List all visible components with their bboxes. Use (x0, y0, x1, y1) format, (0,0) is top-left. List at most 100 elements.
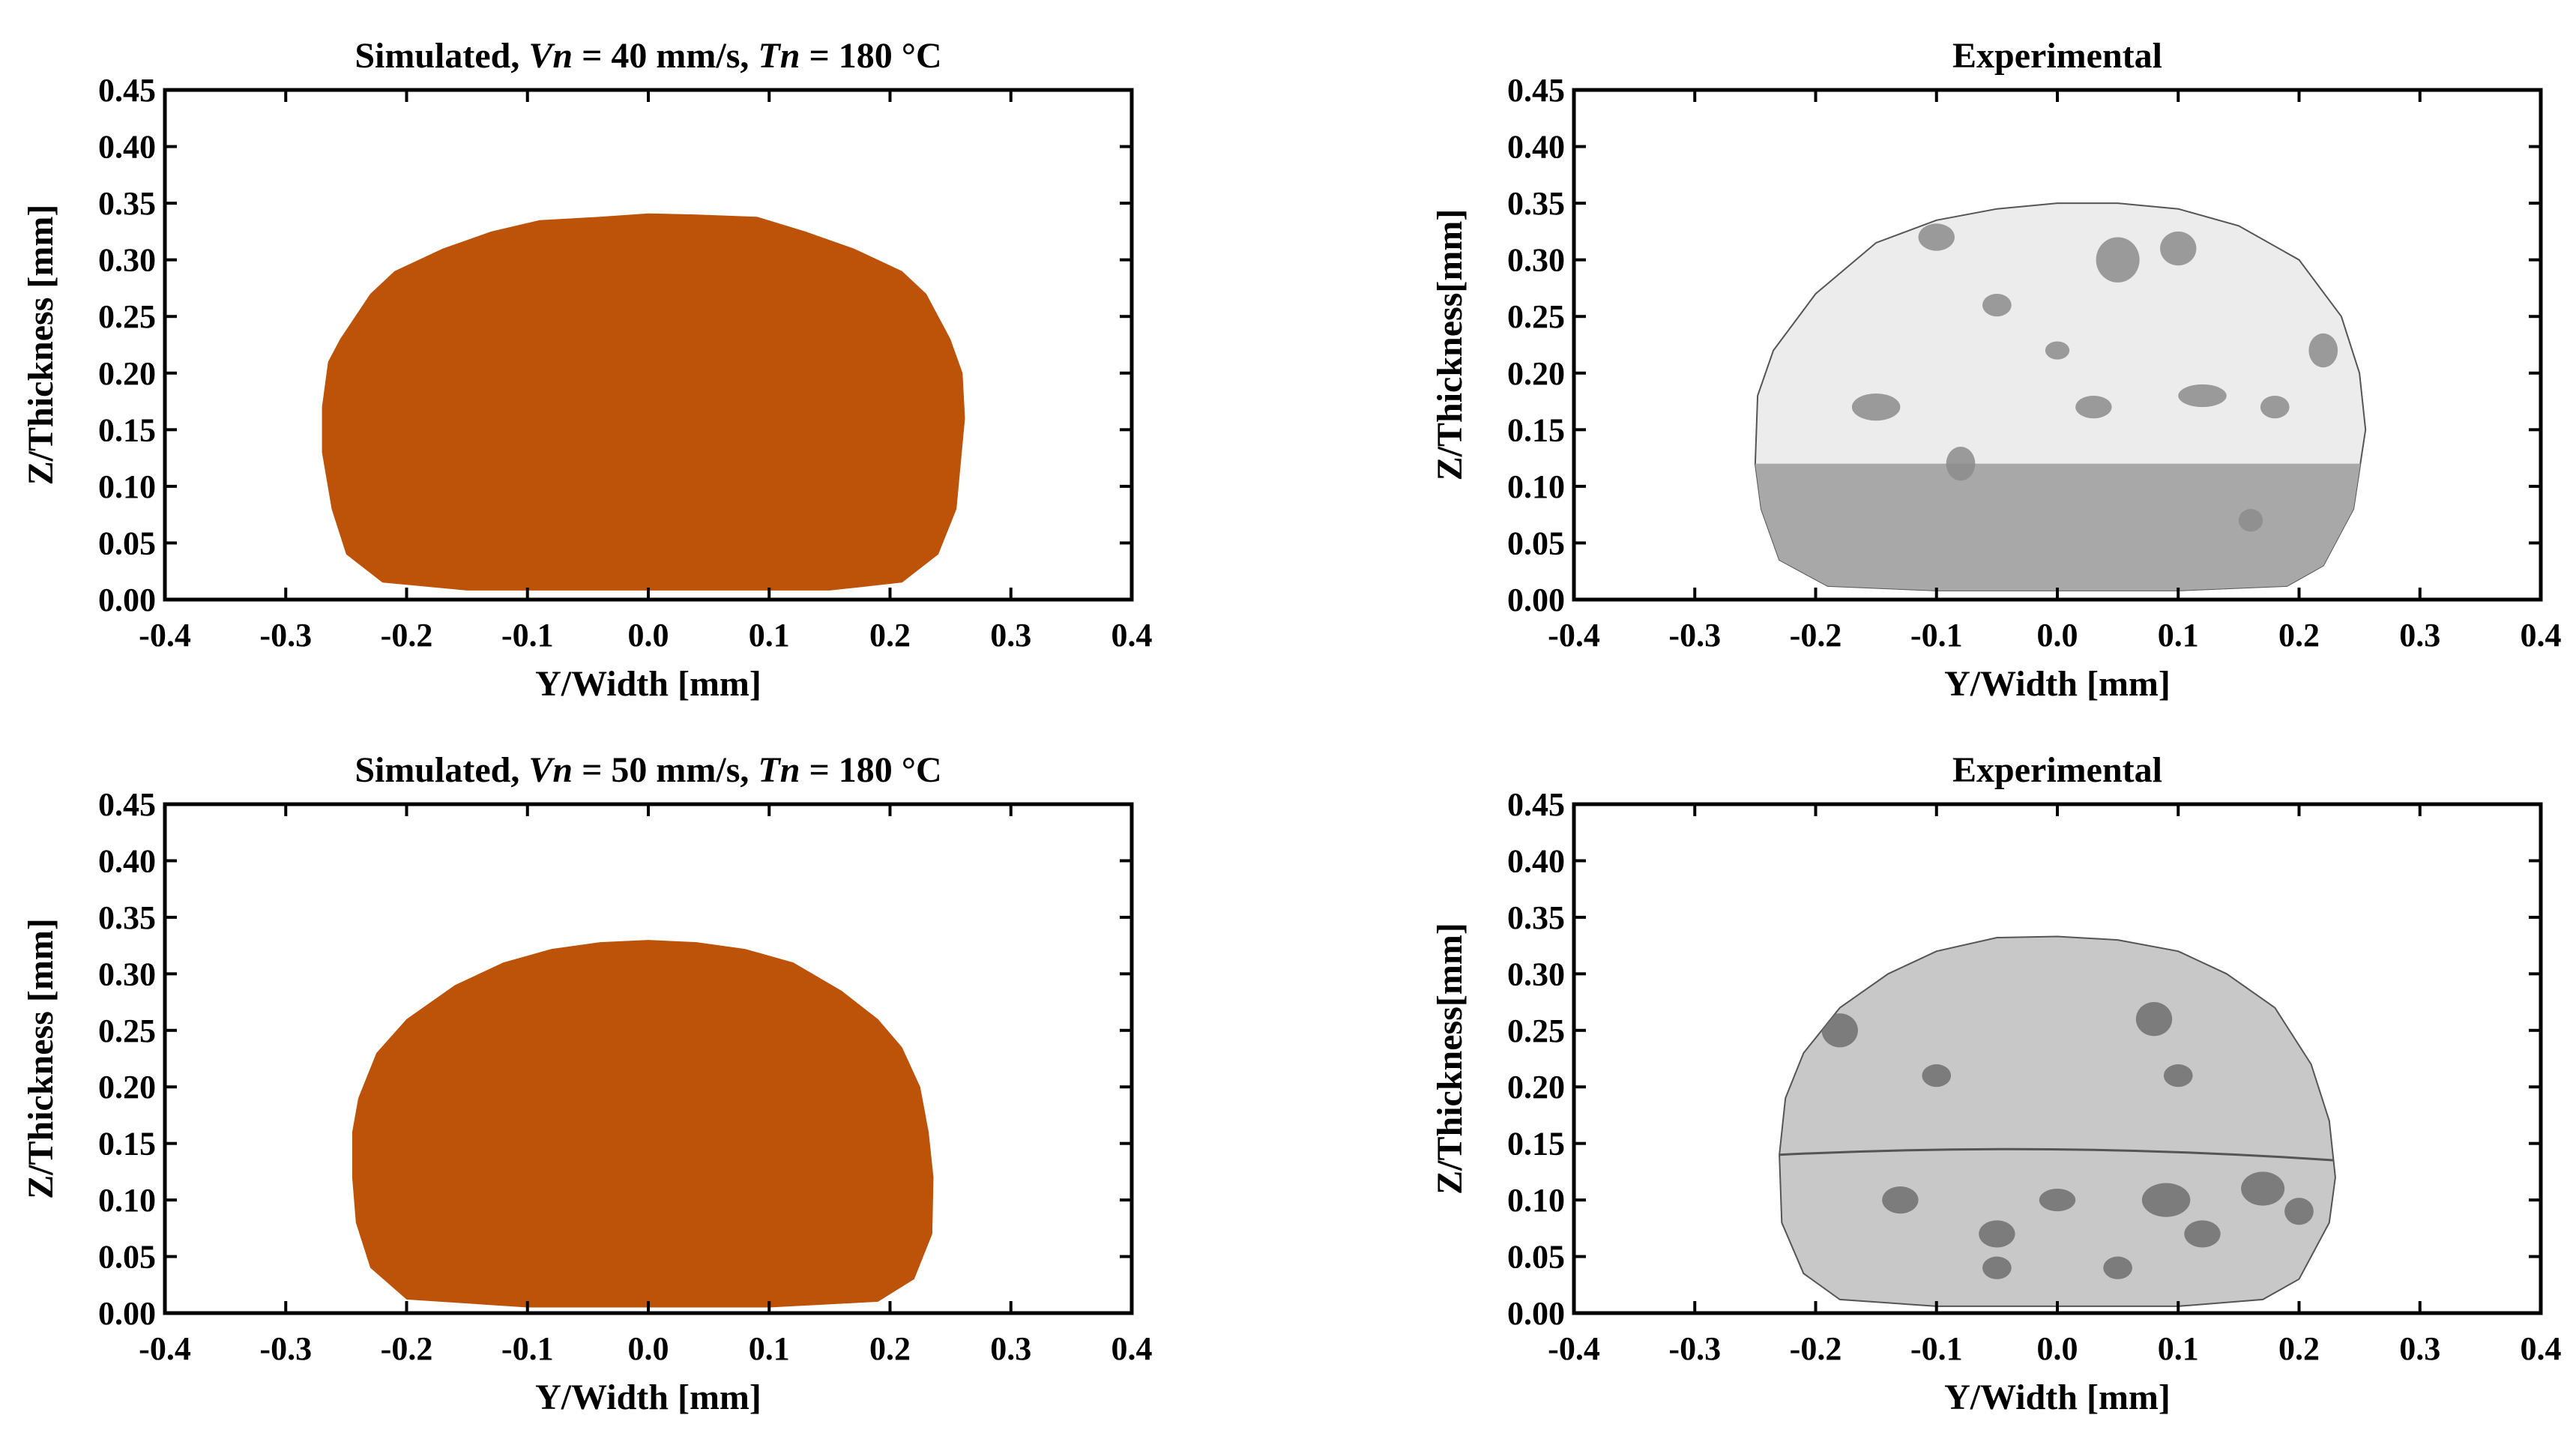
y-tick-label: 0.45 (1507, 72, 1565, 109)
x-tick-label: -0.4 (139, 1330, 191, 1367)
y-tick-label: 0.00 (98, 1295, 156, 1332)
y-tick-label: 0.40 (1507, 129, 1565, 166)
x-tick-label: 0.2 (2278, 617, 2320, 654)
panel-exp40: -0.4 -0.3 -0.2 -0.1 0.0 0.1 0.2 0.3 0.4 0.00 0.05 0… (1430, 36, 2562, 704)
panel-title: Experimental (1952, 750, 2162, 790)
x-tick-label: 0.0 (2037, 1330, 2078, 1367)
y-tick-label: 0.05 (98, 1239, 156, 1276)
y-tick-label: 0.05 (98, 525, 156, 561)
y-tick-label: 0.25 (1507, 1013, 1565, 1049)
y-tick-label: 0.25 (98, 298, 156, 335)
y-tick-label: 0.20 (98, 1069, 156, 1105)
x-tick-label: -0.2 (381, 1330, 433, 1367)
panel-sim40: -0.4 -0.3 -0.2 -0.1 0.0 0.1 0.2 0.3 0.4 0.00 0.05 0… (21, 36, 1153, 704)
micrograph-texture (1779, 1002, 2335, 1279)
x-tick-label: -0.3 (259, 617, 312, 654)
x-tick-label: 0.3 (990, 617, 1031, 654)
panel-sim50: -0.4 -0.3 -0.2 -0.1 0.0 0.1 0.2 0.3 0.4 0.00 0.05 0… (21, 750, 1153, 1417)
y-axis-label: Z/Thickness[mm] (1430, 209, 1470, 481)
panel-exp50: -0.4 -0.3 -0.2 -0.1 0.0 0.1 0.2 0.3 0.4 0.00 0.05 0… (1430, 750, 2562, 1417)
micrograph-spot (1821, 1013, 1858, 1048)
y-tick-label: 0.40 (98, 842, 156, 879)
y-tick-label: 0.30 (1507, 956, 1565, 992)
x-tick-label: -0.1 (501, 617, 554, 654)
y-tick-label: 0.35 (98, 899, 156, 936)
y-tick-label: 0.30 (1507, 242, 1565, 279)
x-tick-label: 0.2 (2278, 1330, 2320, 1367)
micrograph-texture (1755, 223, 2366, 591)
x-axis-label: Y/Width [mm] (1944, 664, 2171, 704)
micrograph-spot (2045, 341, 2070, 360)
x-tick-label: -0.3 (259, 1330, 312, 1367)
y-tick-label: 0.30 (98, 956, 156, 992)
y-tick-label: 0.10 (98, 1182, 156, 1219)
y-tick-label: 0.05 (1507, 1239, 1565, 1276)
micrograph-spot (1794, 237, 1838, 283)
y-tick-label: 0.15 (98, 1126, 156, 1162)
micrograph-spot (1979, 1220, 2015, 1248)
x-tick-label: 0.0 (628, 1330, 669, 1367)
micrograph-spot (2308, 333, 2338, 368)
x-tick-label: 0.1 (2158, 617, 2199, 654)
x-axis-label: Y/Width [mm] (1944, 1378, 2171, 1417)
y-axis-label: Z/Thickness [mm] (21, 205, 61, 486)
x-tick-label: -0.3 (1668, 1330, 1721, 1367)
y-tick-label: 0.10 (1507, 468, 1565, 505)
micrograph-spot (2075, 396, 2112, 419)
y-tick-label: 0.30 (98, 242, 156, 279)
micrograph-spot (2160, 231, 2197, 266)
x-tick-label: 0.3 (2399, 617, 2440, 654)
micrograph-spot (1918, 223, 1955, 251)
x-tick-label: -0.1 (1910, 617, 1963, 654)
x-tick-label: -0.1 (1910, 1330, 1963, 1367)
micrograph-spot (1882, 1186, 1919, 1214)
x-tick-label: 0.0 (628, 617, 669, 654)
y-tick-label: 0.20 (1507, 355, 1565, 392)
y-tick-label: 0.35 (1507, 185, 1565, 222)
y-tick-label: 0.15 (1507, 411, 1565, 448)
panel-title: Simulated, Vn = 40 mm/s, Tn = 180 °C (355, 36, 941, 76)
x-tick-label: 0.3 (2399, 1330, 2440, 1367)
x-tick-label: 0.0 (2037, 617, 2078, 654)
y-tick-label: 0.20 (98, 355, 156, 392)
y-tick-label: 0.40 (1507, 842, 1565, 879)
x-tick-label: 0.4 (1111, 617, 1153, 654)
y-tick-label: 0.15 (98, 411, 156, 448)
micrograph-spot (2039, 1189, 2076, 1212)
micrograph-spot (2241, 1171, 2285, 1206)
micrograph-spot (1946, 447, 1976, 481)
y-tick-label: 0.00 (1507, 582, 1565, 618)
y-tick-label: 0.10 (98, 468, 156, 505)
micrograph-spot (2096, 237, 2140, 283)
bead-cross-section (1779, 935, 2336, 1307)
x-axis-label: Y/Width [mm] (535, 664, 761, 704)
x-tick-label: -0.2 (381, 617, 433, 654)
y-axis-label: Z/Thickness[mm] (1430, 923, 1470, 1195)
x-tick-label: 0.2 (869, 617, 911, 654)
x-tick-label: -0.3 (1668, 617, 1721, 654)
dense-bottom-band (1755, 463, 2366, 591)
micrograph-spot (2260, 396, 2290, 419)
interlayer-crack (1779, 1147, 2335, 1162)
x-tick-label: -0.2 (1790, 1330, 1842, 1367)
x-tick-label: 0.1 (2158, 1330, 2199, 1367)
y-tick-label: 0.45 (98, 72, 156, 109)
y-tick-label: 0.20 (1507, 1069, 1565, 1105)
y-tick-label: 0.25 (1507, 298, 1565, 335)
x-tick-label: -0.2 (1790, 617, 1842, 654)
micrograph-spot (2184, 1220, 2221, 1248)
panel-title: Experimental (1952, 36, 2162, 76)
micrograph-spot (1982, 294, 2012, 317)
x-tick-label: 0.4 (2521, 1330, 2562, 1367)
x-tick-label: 0.1 (749, 617, 790, 654)
y-tick-label: 0.35 (98, 185, 156, 222)
micrograph-spot (2135, 1002, 2173, 1037)
y-tick-label: 0.15 (1507, 1126, 1565, 1162)
micrograph-spot (1922, 1064, 1952, 1087)
y-tick-label: 0.40 (98, 129, 156, 166)
y-tick-label: 0.45 (98, 786, 156, 823)
x-tick-label: 0.4 (2521, 617, 2562, 654)
y-tick-label: 0.25 (98, 1013, 156, 1049)
micrograph-spot (1851, 393, 1901, 421)
